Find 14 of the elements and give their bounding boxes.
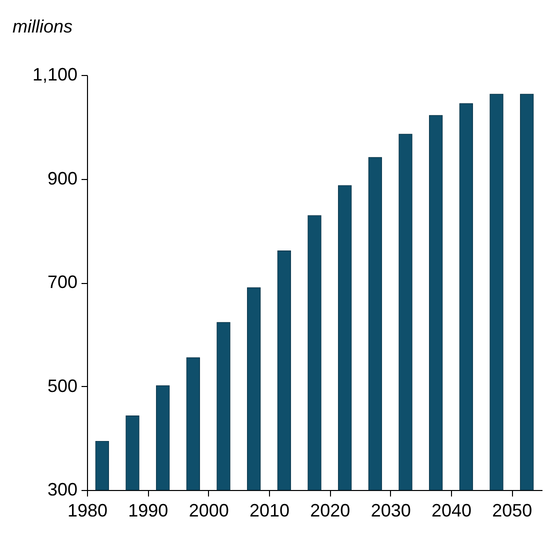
y-tick-label: 700 bbox=[47, 272, 78, 292]
x-tick-label: 1990 bbox=[128, 500, 168, 520]
x-tick-label: 2010 bbox=[249, 500, 290, 520]
x-tick-label: 2050 bbox=[492, 500, 532, 520]
y-tick-label: 900 bbox=[47, 168, 78, 188]
x-tick-label: 1980 bbox=[67, 500, 108, 520]
y-tick-label: 500 bbox=[47, 376, 78, 396]
x-tick-label: 2030 bbox=[370, 500, 411, 520]
y-axis-title: millions bbox=[12, 16, 73, 36]
y-tick-label: 300 bbox=[47, 480, 78, 500]
x-tick-label: 2000 bbox=[188, 500, 229, 520]
y-tick-label: 1,100 bbox=[32, 64, 78, 84]
x-tick-label: 2040 bbox=[431, 500, 472, 520]
x-tick-label: 2020 bbox=[310, 500, 350, 520]
